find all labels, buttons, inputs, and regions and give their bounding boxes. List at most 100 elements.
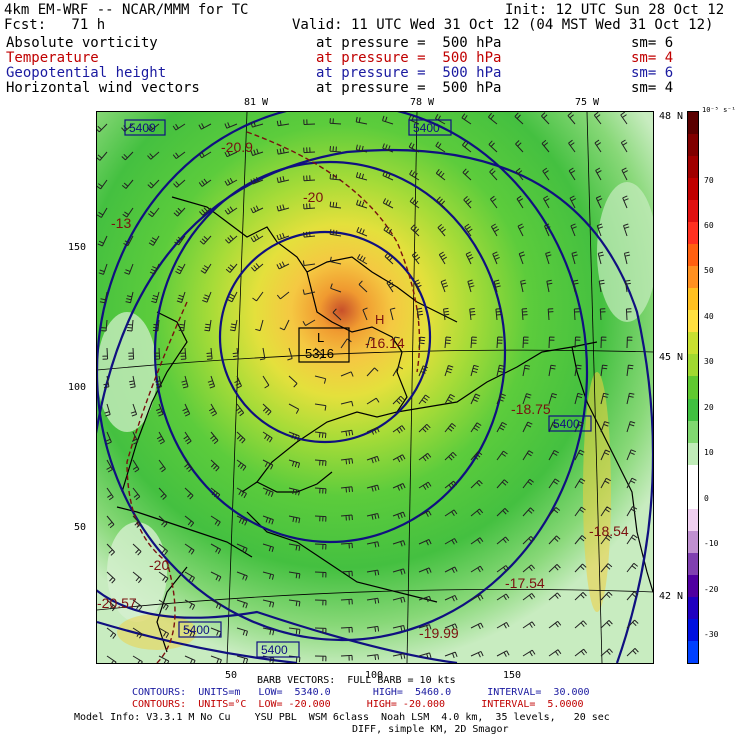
wind-barb xyxy=(392,568,406,575)
wind-barb xyxy=(522,649,536,657)
wind-barb xyxy=(514,112,524,125)
wind-barb xyxy=(106,515,115,529)
wind-barb xyxy=(574,620,587,629)
colorbar-unit: 10⁻⁵ s⁻¹ xyxy=(702,106,736,114)
wind-barb xyxy=(106,571,116,584)
wind-barb xyxy=(262,487,274,497)
wind-barb xyxy=(464,223,473,237)
wind-barb xyxy=(262,459,274,470)
lon-label-78w: 78 W xyxy=(410,97,435,108)
wind-barb xyxy=(229,319,238,332)
wind-barb xyxy=(148,235,160,246)
wind-barb xyxy=(541,139,550,153)
wind-barb xyxy=(574,563,587,573)
wind-barb xyxy=(470,594,484,601)
wind-barb xyxy=(444,365,454,377)
wind-barb xyxy=(392,336,400,349)
field-level-wind: at pressure = 500 hPa xyxy=(316,80,502,96)
colorbar-label: -20 xyxy=(704,585,719,594)
wind-barb xyxy=(356,199,368,209)
wind-barb xyxy=(303,231,316,238)
wind-barb xyxy=(210,655,222,663)
wind-barb xyxy=(522,393,532,405)
wind-barb xyxy=(522,564,535,573)
wind-barb xyxy=(522,450,534,461)
wind-barb xyxy=(624,279,631,293)
wind-barb xyxy=(436,196,446,209)
wind-barb xyxy=(548,649,562,657)
wind-barb xyxy=(599,308,606,321)
wind-barb xyxy=(418,452,432,462)
wind-barb xyxy=(620,112,628,125)
wind-barb xyxy=(366,336,375,349)
wind-barb xyxy=(276,120,290,127)
wind-barb xyxy=(496,450,508,461)
wind-barb xyxy=(382,143,394,153)
wind-barb xyxy=(314,599,327,606)
wind-barb xyxy=(98,263,108,275)
wind-barb xyxy=(386,279,395,293)
wind-barb xyxy=(340,371,354,377)
wind-barb xyxy=(493,279,501,293)
wind-barb xyxy=(172,123,186,131)
wind-barb xyxy=(147,207,160,218)
wind-barb xyxy=(158,627,170,639)
colorbar-segment xyxy=(688,156,698,179)
wind-barb xyxy=(224,150,238,158)
wind-barb xyxy=(574,506,586,517)
wind-barb xyxy=(392,596,406,603)
colorbar-segment xyxy=(688,200,698,223)
wind-barb xyxy=(366,397,380,405)
wind-barb xyxy=(288,487,301,496)
wind-barb xyxy=(314,487,327,494)
wind-barb xyxy=(623,251,631,265)
wind-barb xyxy=(543,195,550,209)
wind-barb xyxy=(175,263,186,275)
wind-barb xyxy=(122,207,134,218)
wind-barb xyxy=(236,459,247,471)
wind-barb xyxy=(236,515,248,526)
wind-barb xyxy=(130,403,138,417)
wind-barb xyxy=(392,540,406,547)
colorbar-label: 20 xyxy=(704,403,714,412)
wind-barb xyxy=(106,655,117,663)
wind-barb xyxy=(366,484,380,492)
wind-barb xyxy=(444,566,458,574)
temp-contour-legend: CONTOURS: UNITS=°C LOW= -20.000 HIGH= -2… xyxy=(132,699,584,710)
barb-legend: BARB VECTORS: FULL BARB = 10 kts xyxy=(257,675,456,686)
wind-barb xyxy=(288,375,298,388)
wind-barb xyxy=(279,319,290,331)
wind-barb xyxy=(625,308,632,321)
wind-barb xyxy=(438,251,447,265)
wind-barb xyxy=(544,223,551,237)
wind-barb xyxy=(158,599,169,611)
wind-barb xyxy=(210,599,222,610)
wind-barb xyxy=(147,151,160,160)
wind-barb xyxy=(97,235,108,247)
wind-barb xyxy=(470,480,483,489)
wind-barb xyxy=(496,393,506,405)
colorbar-segment xyxy=(688,464,698,488)
wind-barb xyxy=(97,207,108,218)
wind-barb xyxy=(97,179,108,190)
wind-barb xyxy=(340,654,353,661)
wind-barb xyxy=(620,139,628,153)
wind-barb xyxy=(418,423,431,433)
wind-barb xyxy=(288,627,301,635)
wind-barb xyxy=(97,123,108,133)
wind-barb xyxy=(355,144,368,153)
wind-barb xyxy=(470,336,477,349)
wind-barb xyxy=(314,543,327,550)
wind-barb xyxy=(626,364,634,377)
wind-barb xyxy=(182,403,191,417)
height-contour-3 xyxy=(97,148,653,663)
wind-barb xyxy=(106,627,117,639)
wind-barb xyxy=(444,393,455,405)
wind-barb xyxy=(470,565,484,573)
height-contour-inner xyxy=(218,230,432,444)
wind-barb xyxy=(262,403,272,416)
height-contour-4 xyxy=(97,589,458,663)
temp-label: -19.99 xyxy=(419,625,459,641)
wind-barb xyxy=(287,347,293,361)
wind-barb xyxy=(357,253,368,265)
